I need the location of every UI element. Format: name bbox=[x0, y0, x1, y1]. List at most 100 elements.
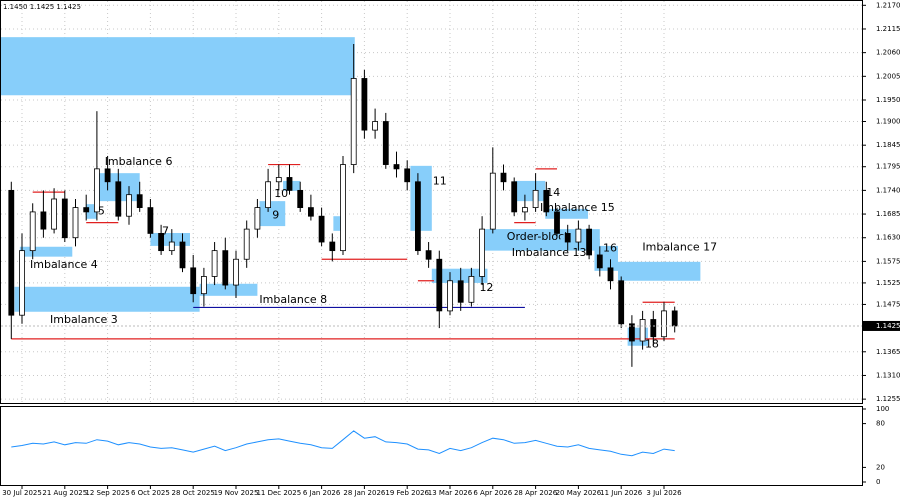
indicator-line bbox=[11, 430, 675, 457]
zone bbox=[1, 37, 355, 96]
y-tick-label: 1.2060 bbox=[876, 49, 900, 57]
last-price-label: 1.1425 bbox=[876, 322, 900, 330]
x-tick-label: 28 Oct 2025 bbox=[172, 489, 215, 497]
candle-body bbox=[350, 78, 357, 165]
y-tick-label: 1.1795 bbox=[876, 163, 900, 171]
y-tick-label: 1.1475 bbox=[876, 300, 900, 308]
candle-body bbox=[586, 228, 592, 256]
zone bbox=[14, 286, 200, 312]
candle-body bbox=[522, 207, 528, 213]
candle-body bbox=[254, 207, 261, 230]
candle-body bbox=[83, 207, 90, 213]
candle-body bbox=[190, 267, 197, 295]
candle-body bbox=[479, 228, 486, 277]
last-price-box bbox=[863, 320, 900, 331]
candle-body bbox=[661, 310, 667, 338]
zone-label: 5 bbox=[98, 204, 105, 217]
y-tick-label: 1.1630 bbox=[876, 234, 900, 242]
candle-body bbox=[104, 168, 111, 183]
y-tick-label: 1.1685 bbox=[876, 210, 900, 218]
candle-body bbox=[511, 181, 518, 213]
y-tick-label: 1.2170 bbox=[876, 1, 900, 9]
y-tick-label: 1.1845 bbox=[876, 141, 900, 149]
y-tick-label: 0 bbox=[876, 478, 880, 486]
zone-label: Imbalance 3 bbox=[50, 313, 118, 326]
x-tick-label: 20 May 2026 bbox=[556, 489, 602, 497]
zone bbox=[617, 261, 701, 281]
x-tick-label: 11 Jun 2026 bbox=[600, 489, 643, 497]
candle-body bbox=[629, 323, 635, 342]
candle-body bbox=[340, 164, 346, 252]
zone-label: 9 bbox=[272, 209, 279, 222]
x-tick-label: 28 Apr 2026 bbox=[514, 489, 558, 497]
candle-body bbox=[307, 207, 314, 217]
candle-body bbox=[414, 181, 421, 252]
y-tick-label: 1.1740 bbox=[876, 186, 900, 194]
candle-body bbox=[51, 198, 57, 230]
x-tick-label: 3 Jul 2026 bbox=[646, 489, 682, 497]
y-tick-label: 20 bbox=[876, 463, 885, 471]
candle-body bbox=[61, 198, 68, 239]
candle-body bbox=[425, 250, 432, 260]
candle-body bbox=[447, 280, 453, 312]
candle-body bbox=[607, 267, 614, 282]
candle-body bbox=[382, 121, 389, 165]
y-tick-label: 1.1310 bbox=[876, 371, 900, 379]
y-tick-label: 1.1950 bbox=[876, 96, 900, 104]
candle-body bbox=[564, 233, 571, 243]
x-tick-label: 21 Aug 2025 bbox=[42, 489, 87, 497]
indicator-pane bbox=[0, 406, 863, 486]
candle-body bbox=[147, 207, 154, 234]
candle-body bbox=[179, 241, 186, 269]
candle-body bbox=[211, 250, 218, 277]
zone-label: Imbalance 15 bbox=[540, 201, 615, 214]
candle-body bbox=[404, 168, 411, 183]
x-tick-label: 28 Jan 2026 bbox=[343, 489, 386, 497]
candle-body bbox=[671, 310, 678, 327]
x-tick-label: 19 Nov 2025 bbox=[214, 489, 259, 497]
y-tick-label: 1.1525 bbox=[876, 279, 900, 287]
y-tick-label: 1.2115 bbox=[876, 25, 900, 33]
y-tick-label: 1.1900 bbox=[876, 118, 900, 126]
candle-body bbox=[554, 211, 560, 234]
x-tick-label: 6 Oct 2025 bbox=[131, 489, 170, 497]
y-tick-label: 1.2005 bbox=[876, 72, 900, 80]
zone-label: Imbalance 17 bbox=[642, 240, 717, 253]
y-tick-label: 100 bbox=[876, 405, 889, 413]
candle-body bbox=[126, 194, 132, 217]
zone bbox=[19, 246, 73, 257]
zone-label: Imbalance 4 bbox=[30, 258, 98, 271]
zone bbox=[86, 204, 97, 219]
zone bbox=[515, 180, 546, 202]
x-tick-label: 6 Jan 2026 bbox=[303, 489, 341, 497]
candle-body bbox=[275, 177, 282, 183]
zone bbox=[410, 165, 432, 231]
candle-body bbox=[136, 194, 143, 208]
zone bbox=[199, 283, 258, 296]
candle-body bbox=[94, 168, 100, 213]
x-tick-label: 11 Dec 2025 bbox=[256, 489, 301, 497]
candle-body bbox=[29, 211, 36, 252]
candle-body bbox=[596, 254, 603, 269]
candle-body bbox=[286, 177, 293, 191]
zone bbox=[560, 239, 600, 249]
zone-label: 16 bbox=[603, 241, 617, 254]
zone bbox=[333, 216, 346, 231]
candle-body bbox=[639, 319, 646, 342]
zone-label: Imbalance 8 bbox=[259, 293, 327, 306]
x-tick-label: 6 Apr 2026 bbox=[473, 489, 512, 497]
candle-body bbox=[158, 233, 165, 252]
candle-body bbox=[72, 207, 79, 239]
zone-label: Imbalance 13 bbox=[512, 246, 587, 259]
candle-body bbox=[200, 276, 207, 295]
candle-body bbox=[19, 250, 25, 316]
candle-body bbox=[372, 121, 379, 131]
price-pane bbox=[0, 0, 863, 404]
candle-body bbox=[222, 250, 229, 286]
candle-body bbox=[115, 181, 122, 217]
candle-body bbox=[618, 280, 625, 325]
candle-body bbox=[468, 276, 475, 303]
candle-body bbox=[40, 211, 47, 230]
zone-label: Imbalance 6 bbox=[105, 155, 173, 168]
